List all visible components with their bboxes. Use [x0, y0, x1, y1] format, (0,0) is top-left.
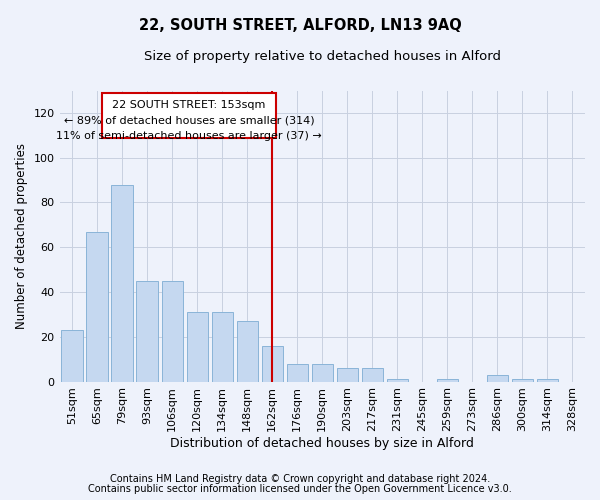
Text: ← 89% of detached houses are smaller (314): ← 89% of detached houses are smaller (31…: [64, 115, 314, 125]
Bar: [537, 380, 558, 382]
Title: Size of property relative to detached houses in Alford: Size of property relative to detached ho…: [144, 50, 501, 63]
Bar: [287, 364, 308, 382]
Bar: [86, 232, 108, 382]
Bar: [112, 184, 133, 382]
Y-axis label: Number of detached properties: Number of detached properties: [15, 143, 28, 329]
Bar: [61, 330, 83, 382]
Bar: [311, 364, 333, 382]
FancyBboxPatch shape: [102, 93, 276, 138]
Bar: [161, 281, 183, 382]
Bar: [262, 346, 283, 382]
Bar: [136, 281, 158, 382]
Bar: [187, 312, 208, 382]
Bar: [236, 321, 258, 382]
Bar: [487, 375, 508, 382]
Text: Contains public sector information licensed under the Open Government Licence v3: Contains public sector information licen…: [88, 484, 512, 494]
Text: 11% of semi-detached houses are larger (37) →: 11% of semi-detached houses are larger (…: [56, 131, 322, 141]
Text: 22 SOUTH STREET: 153sqm: 22 SOUTH STREET: 153sqm: [112, 100, 266, 110]
Bar: [362, 368, 383, 382]
Bar: [437, 380, 458, 382]
X-axis label: Distribution of detached houses by size in Alford: Distribution of detached houses by size …: [170, 437, 474, 450]
Bar: [212, 312, 233, 382]
Bar: [512, 380, 533, 382]
Text: 22, SOUTH STREET, ALFORD, LN13 9AQ: 22, SOUTH STREET, ALFORD, LN13 9AQ: [139, 18, 461, 32]
Text: Contains HM Land Registry data © Crown copyright and database right 2024.: Contains HM Land Registry data © Crown c…: [110, 474, 490, 484]
Bar: [387, 380, 408, 382]
Bar: [337, 368, 358, 382]
